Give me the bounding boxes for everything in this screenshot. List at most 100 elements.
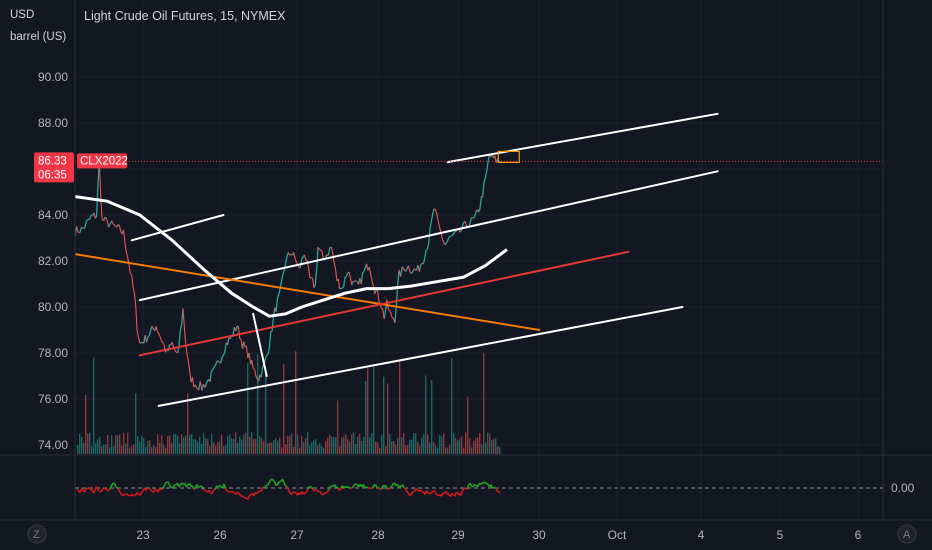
- channel-lower-line[interactable]: [157, 306, 684, 407]
- volume-bar: [165, 447, 167, 454]
- last-price-badge: 86.33 06:35: [34, 152, 74, 183]
- x-tick-label[interactable]: 26: [213, 528, 227, 542]
- volume-bar: [393, 441, 395, 454]
- volume-bar: [347, 439, 349, 454]
- volume-bar: [195, 439, 197, 454]
- y-tick-label[interactable]: 82.00: [38, 254, 68, 268]
- volume-bar: [383, 376, 385, 454]
- volume-bar: [327, 437, 329, 454]
- volume-bar: [325, 441, 327, 454]
- volume-bar: [373, 364, 375, 454]
- volume-bar: [445, 447, 447, 454]
- volume-bar: [127, 432, 129, 454]
- volume-bar: [231, 438, 233, 454]
- position-box[interactable]: [497, 150, 520, 164]
- x-tick-label[interactable]: Oct: [608, 528, 627, 542]
- volume-bar: [149, 440, 151, 454]
- volume-bar: [367, 365, 369, 454]
- y-axis-labels[interactable]: 90.0088.0086.0084.0082.0080.0078.0076.00…: [38, 70, 68, 452]
- x-tick-label[interactable]: 23: [136, 528, 150, 542]
- zoom-button[interactable]: [27, 524, 47, 544]
- x-axis-labels[interactable]: 23 26 27 28 29 30 Oct 4 5 6: [136, 528, 861, 542]
- volume-bar: [233, 438, 235, 454]
- volume-bar: [413, 433, 415, 454]
- volume-bar: [209, 446, 211, 454]
- x-tick-label[interactable]: 28: [371, 528, 385, 542]
- volume-bar: [471, 447, 473, 454]
- channel-extra-line[interactable]: [130, 214, 225, 242]
- volume-bar: [313, 440, 315, 454]
- oscillator-pane: [75, 478, 883, 501]
- symbol-label: CLX2022: [80, 155, 128, 167]
- volume-bar: [431, 379, 433, 454]
- volume-bar: [435, 445, 437, 454]
- volume-bar: [345, 434, 347, 454]
- y-tick-label[interactable]: 84.00: [38, 208, 68, 222]
- y-tick-label[interactable]: 78.00: [38, 346, 68, 360]
- volume-bar: [109, 447, 111, 454]
- volume-bar: [307, 432, 309, 454]
- channel-upper-line[interactable]: [446, 112, 719, 164]
- volume-bar: [77, 444, 79, 454]
- volume-bar: [379, 447, 381, 454]
- volume-bar: [469, 438, 471, 454]
- volume-bar: [105, 444, 107, 454]
- volume-bar: [401, 437, 403, 454]
- volume-bar: [87, 433, 89, 454]
- volume-bar: [259, 436, 261, 454]
- drop-line[interactable]: [252, 312, 268, 377]
- volume-bar: [437, 447, 439, 454]
- volume-bar: [341, 437, 343, 454]
- scale-buttons[interactable]: Z A: [27, 524, 917, 544]
- x-tick-label[interactable]: 6: [855, 528, 862, 542]
- volume-bar: [93, 357, 95, 454]
- y-tick-label[interactable]: 90.00: [38, 70, 68, 84]
- volume-bar: [89, 432, 91, 454]
- volume-bar: [123, 432, 125, 454]
- volume-bar: [309, 445, 311, 454]
- currency-label[interactable]: USD: [10, 9, 34, 21]
- volume-bar: [461, 436, 463, 454]
- auto-scale-button-glyph[interactable]: A: [903, 529, 911, 541]
- x-tick-label[interactable]: 30: [532, 528, 546, 542]
- volume-bar: [391, 441, 393, 454]
- unit-label[interactable]: barrel (US): [10, 31, 66, 43]
- orange-trend-line[interactable]: [75, 253, 541, 331]
- volume-bar: [457, 440, 459, 454]
- volume-bar: [387, 383, 389, 454]
- volume-bar: [221, 434, 223, 454]
- volume-bar: [111, 435, 113, 454]
- volume-bar: [103, 444, 105, 454]
- symbol-badge: CLX2022: [77, 153, 128, 169]
- zoom-button-glyph[interactable]: Z: [33, 529, 40, 541]
- y-tick-label[interactable]: 88.00: [38, 116, 68, 130]
- volume-bar: [483, 353, 485, 454]
- y-tick-label[interactable]: 76.00: [38, 392, 68, 406]
- volume-bar: [399, 359, 401, 454]
- x-tick-label[interactable]: 29: [451, 528, 465, 542]
- volume-bar: [409, 439, 411, 454]
- volume-bar: [139, 441, 141, 454]
- volume-bar: [197, 441, 199, 454]
- auto-scale-button[interactable]: [897, 524, 917, 544]
- red-trend-line[interactable]: [138, 250, 630, 357]
- y-tick-label[interactable]: 80.00: [38, 300, 68, 314]
- y-tick-label[interactable]: 74.00: [38, 438, 68, 452]
- volume-bar: [177, 435, 179, 454]
- volume-bar: [365, 381, 367, 454]
- volume-bar: [349, 441, 351, 454]
- x-tick-label[interactable]: 5: [777, 528, 784, 542]
- volume-bar: [193, 439, 195, 454]
- volume-bar: [333, 437, 335, 454]
- volume-bar: [153, 444, 155, 454]
- volume-bar: [99, 436, 101, 454]
- volume-bar: [351, 434, 353, 454]
- volume-bar: [163, 444, 165, 454]
- x-tick-label[interactable]: 27: [290, 528, 304, 542]
- volume-bar: [257, 354, 259, 454]
- channel-mid-line[interactable]: [138, 170, 719, 302]
- drawing-overlays[interactable]: [75, 112, 719, 407]
- moving-average-line[interactable]: [75, 195, 508, 318]
- x-tick-label[interactable]: 4: [698, 528, 705, 542]
